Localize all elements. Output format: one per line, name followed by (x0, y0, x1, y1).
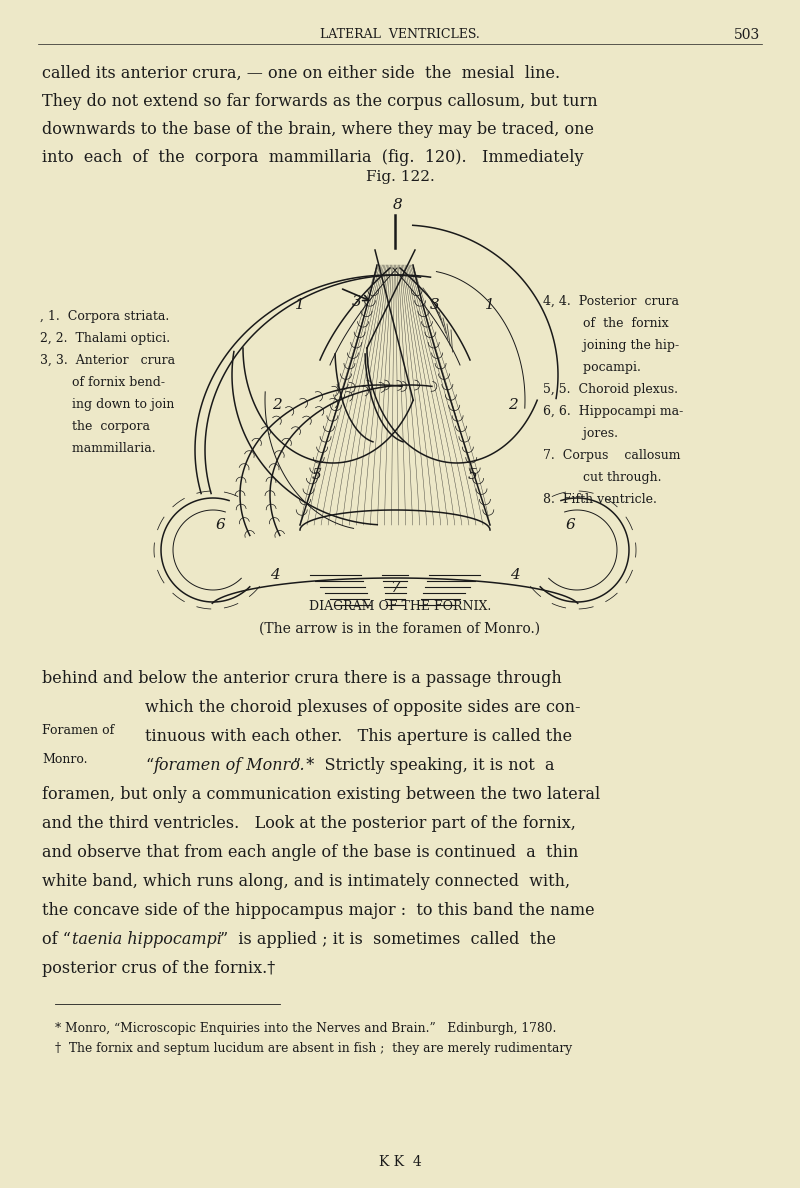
Text: ing down to join: ing down to join (40, 398, 174, 411)
Text: 2, 2.  Thalami optici.: 2, 2. Thalami optici. (40, 331, 170, 345)
Text: 7: 7 (390, 581, 400, 595)
Text: 4: 4 (510, 568, 520, 582)
Text: of “: of “ (42, 931, 71, 948)
Text: 503: 503 (734, 29, 760, 42)
Text: “: “ (145, 757, 154, 775)
Text: 8: 8 (393, 198, 403, 211)
Text: 6, 6.  Hippocampi ma-: 6, 6. Hippocampi ma- (543, 405, 683, 418)
Text: tinuous with each other.   This aperture is called the: tinuous with each other. This aperture i… (145, 728, 572, 745)
Text: 2: 2 (508, 398, 518, 412)
Text: , 1.  Corpora striata.: , 1. Corpora striata. (40, 310, 170, 323)
Text: ” *  Strictly speaking, it is not  a: ” * Strictly speaking, it is not a (293, 757, 554, 775)
Text: * Monro, “Microscopic Enquiries into the Nerves and Brain.”   Edinburgh, 1780.: * Monro, “Microscopic Enquiries into the… (55, 1022, 556, 1035)
Text: into  each  of  the  corpora  mammillaria  (fig.  120).   Immediately: into each of the corpora mammillaria (fi… (42, 148, 583, 166)
Text: Foramen of: Foramen of (42, 723, 114, 737)
Text: which the choroid plexuses of opposite sides are con-: which the choroid plexuses of opposite s… (145, 699, 581, 716)
Text: 3: 3 (352, 295, 362, 309)
Text: 8.  Fifth ventricle.: 8. Fifth ventricle. (543, 493, 657, 506)
Text: Fig. 122.: Fig. 122. (366, 170, 434, 184)
Text: foramen of Monro.: foramen of Monro. (154, 757, 306, 775)
Text: joining the hip-: joining the hip- (543, 339, 679, 352)
Text: 4: 4 (270, 568, 280, 582)
Text: They do not extend so far forwards as the corpus callosum, but turn: They do not extend so far forwards as th… (42, 93, 598, 110)
Text: of  the  fornix: of the fornix (543, 317, 669, 330)
Text: the concave side of the hippocampus major :  to this band the name: the concave side of the hippocampus majo… (42, 902, 594, 920)
Text: white band, which runs along, and is intimately connected  with,: white band, which runs along, and is int… (42, 873, 570, 890)
Text: ”  is applied ; it is  sometimes  called  the: ” is applied ; it is sometimes called th… (220, 931, 556, 948)
Text: behind and below the anterior crura there is a passage through: behind and below the anterior crura ther… (42, 670, 562, 687)
Text: 3: 3 (430, 298, 440, 312)
Text: DIAGRAM OF THE FORNIX.: DIAGRAM OF THE FORNIX. (309, 600, 491, 613)
Text: the  corpora: the corpora (40, 421, 150, 432)
Text: downwards to the base of the brain, where they may be traced, one: downwards to the base of the brain, wher… (42, 121, 594, 138)
Text: 4, 4.  Posterior  crura: 4, 4. Posterior crura (543, 295, 679, 308)
Text: 1: 1 (485, 298, 495, 312)
Text: 1: 1 (295, 298, 305, 312)
Text: and the third ventricles.   Look at the posterior part of the fornix,: and the third ventricles. Look at the po… (42, 815, 576, 832)
Text: K K  4: K K 4 (378, 1155, 422, 1169)
Text: LATERAL  VENTRICLES.: LATERAL VENTRICLES. (320, 29, 480, 42)
Text: 5: 5 (312, 468, 322, 482)
Text: posterior crus of the fornix.†: posterior crus of the fornix.† (42, 960, 275, 977)
Text: 5: 5 (468, 468, 478, 482)
Text: 6: 6 (565, 518, 575, 532)
Text: foramen, but only a communication existing between the two lateral: foramen, but only a communication existi… (42, 786, 600, 803)
Text: jores.: jores. (543, 426, 618, 440)
Text: Monro.: Monro. (42, 753, 87, 766)
Text: 5, 5.  Choroid plexus.: 5, 5. Choroid plexus. (543, 383, 678, 396)
Text: 7.  Corpus    callosum: 7. Corpus callosum (543, 449, 681, 462)
Text: 3, 3.  Anterior   crura: 3, 3. Anterior crura (40, 354, 175, 367)
Text: 2: 2 (272, 398, 282, 412)
Text: taenia hippocampi: taenia hippocampi (72, 931, 222, 948)
Text: of fornix bend-: of fornix bend- (40, 375, 165, 388)
Text: †  The fornix and septum lucidum are absent in fish ;  they are merely rudimenta: † The fornix and septum lucidum are abse… (55, 1042, 572, 1055)
Text: pocampi.: pocampi. (543, 361, 641, 374)
Text: (The arrow is in the foramen of Monro.): (The arrow is in the foramen of Monro.) (259, 623, 541, 636)
Text: mammillaria.: mammillaria. (40, 442, 156, 455)
Text: called its anterior crura, — one on either side  the  mesial  line.: called its anterior crura, — one on eith… (42, 65, 560, 82)
Text: 6: 6 (215, 518, 225, 532)
Text: and observe that from each angle of the base is continued  a  thin: and observe that from each angle of the … (42, 843, 578, 861)
Text: cut through.: cut through. (543, 470, 662, 484)
